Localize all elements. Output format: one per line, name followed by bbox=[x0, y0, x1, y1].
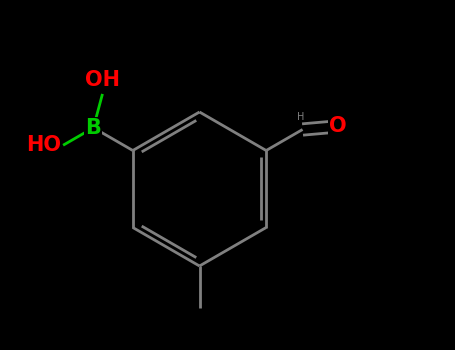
Text: OH: OH bbox=[85, 70, 120, 90]
Text: HO: HO bbox=[26, 135, 61, 155]
Text: H: H bbox=[297, 112, 304, 122]
Text: O: O bbox=[329, 116, 347, 136]
Text: B: B bbox=[86, 118, 101, 138]
